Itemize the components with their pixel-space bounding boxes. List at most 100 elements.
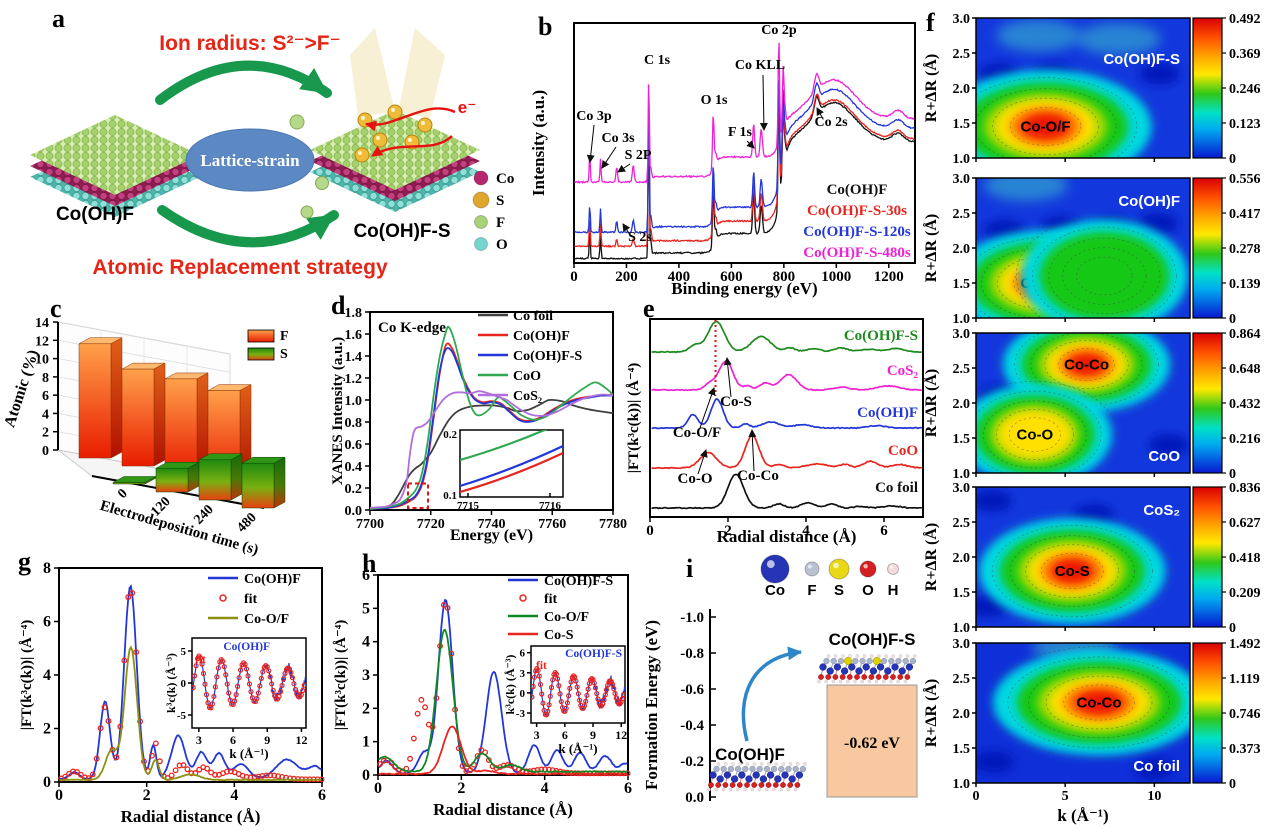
svg-text:480: 480 <box>234 510 259 535</box>
svg-text:0: 0 <box>1229 152 1236 167</box>
svg-text:14: 14 <box>35 316 49 331</box>
svg-text:Co(OH)F: Co(OH)F <box>513 329 570 344</box>
panel-g-chart: 0 2 4 6 0 2 4 6 8 Radial distance (Å) |FT(k³c(k))|… <box>19 560 326 826</box>
svg-text:3.0: 3.0 <box>953 637 971 652</box>
svg-text:4: 4 <box>802 523 810 539</box>
svg-text:0.418: 0.418 <box>1229 551 1261 566</box>
svg-text:2: 2 <box>362 700 370 717</box>
svg-text:4: 4 <box>230 787 238 804</box>
svg-text:2.0: 2.0 <box>953 707 971 722</box>
svg-text:7700: 7700 <box>356 517 384 532</box>
panel-f-label: f <box>926 8 935 37</box>
svg-text:12: 12 <box>615 728 627 742</box>
panel-i-chart: Co F S O H -1.0 -0.8 -0.6 -0.4 -0.2 0.0 Formation E… <box>642 554 918 806</box>
svg-text:2.0: 2.0 <box>953 551 971 566</box>
svg-text:0.648: 0.648 <box>1229 362 1261 377</box>
svg-text:O: O <box>862 582 874 599</box>
svg-text:3: 3 <box>196 733 202 747</box>
svg-text:k³c(k) (Å⁻³): k³c(k) (Å⁻³) <box>164 653 178 713</box>
svg-text:1.5: 1.5 <box>953 117 971 132</box>
svg-text:6: 6 <box>43 614 51 631</box>
svg-text:-0.62 eV: -0.62 eV <box>844 735 900 752</box>
svg-text:CoO: CoO <box>888 443 918 459</box>
svg-text:9: 9 <box>264 733 270 747</box>
svg-text:S: S <box>280 347 288 362</box>
svg-text:0.369: 0.369 <box>1229 47 1261 62</box>
svg-text:H: H <box>888 582 899 599</box>
svg-text:8: 8 <box>43 560 51 577</box>
svg-text:3: 3 <box>362 667 370 684</box>
svg-text:2.0: 2.0 <box>953 82 971 97</box>
svg-text:6: 6 <box>42 389 49 404</box>
svg-text:Energy (eV): Energy (eV) <box>450 527 533 544</box>
svg-text:Co-S: Co-S <box>720 394 752 410</box>
svg-text:3.0: 3.0 <box>953 481 971 496</box>
svg-text:Co foil: Co foil <box>875 480 918 496</box>
svg-text:2.0: 2.0 <box>953 242 971 257</box>
panel-d-label: d <box>331 291 346 320</box>
svg-text:10: 10 <box>35 353 49 368</box>
svg-text:0.0: 0.0 <box>685 790 704 806</box>
svg-text:Co foil: Co foil <box>1133 758 1180 775</box>
svg-text:0.246: 0.246 <box>1229 82 1261 97</box>
svg-text:Co(OH)F: Co(OH)F <box>857 405 918 421</box>
svg-text:0.627: 0.627 <box>1229 516 1261 531</box>
svg-text:Radial distance (Å): Radial distance (Å) <box>717 527 857 546</box>
svg-text:0.139: 0.139 <box>1229 277 1261 292</box>
svg-text:3.0: 3.0 <box>953 12 971 27</box>
svg-text:R+ΔR (Å): R+ΔR (Å) <box>922 523 940 591</box>
svg-text:0.209: 0.209 <box>1229 586 1261 601</box>
svg-text:0: 0 <box>362 767 370 784</box>
svg-text:Co(OH)F: Co(OH)F <box>715 745 785 764</box>
svg-text:1.5: 1.5 <box>953 432 971 447</box>
svg-text:C 1s: C 1s <box>644 53 671 68</box>
svg-text:2.5: 2.5 <box>953 516 971 531</box>
svg-text:Co-Co: Co-Co <box>1064 357 1109 374</box>
svg-text:CoS₂: CoS₂ <box>887 363 919 379</box>
svg-text:6: 6 <box>318 787 326 804</box>
svg-text:2.5: 2.5 <box>953 362 971 377</box>
svg-text:fit: fit <box>536 660 547 672</box>
svg-text:4: 4 <box>362 634 370 651</box>
svg-text:|FT(k³c(k))| (Å⁻⁴): |FT(k³c(k))| (Å⁻⁴) <box>333 620 349 731</box>
svg-text:0.2: 0.2 <box>443 429 457 441</box>
svg-text:0.492: 0.492 <box>1229 12 1261 27</box>
svg-text:1000: 1000 <box>821 269 851 285</box>
svg-text:1.8: 1.8 <box>345 306 363 321</box>
svg-text:6: 6 <box>880 523 888 539</box>
svg-text:-5: -5 <box>177 710 187 722</box>
svg-text:Co foil: Co foil <box>513 309 553 324</box>
svg-text:Co(OH)F: Co(OH)F <box>244 572 301 587</box>
panel-g-label: g <box>18 547 31 576</box>
svg-text:R+ΔR (Å): R+ΔR (Å) <box>922 679 940 747</box>
svg-text:-0.4: -0.4 <box>680 718 704 734</box>
svg-text:0: 0 <box>1229 467 1236 482</box>
svg-text:12: 12 <box>295 733 307 747</box>
svg-text:7780: 7780 <box>599 517 627 532</box>
svg-text:0: 0 <box>520 688 526 700</box>
svg-text:2: 2 <box>42 426 49 441</box>
svg-text:0.373: 0.373 <box>1229 742 1261 757</box>
svg-text:Co KLL: Co KLL <box>735 58 785 73</box>
svg-text:Co: Co <box>765 582 785 599</box>
svg-text:Lattice-strain: Lattice-strain <box>200 151 300 170</box>
svg-text:0: 0 <box>570 269 578 285</box>
svg-text:3: 3 <box>534 728 540 742</box>
panel-i-label: i <box>686 554 694 583</box>
svg-text:Co(OH)F-S-30s: Co(OH)F-S-30s <box>807 203 907 219</box>
svg-text:1.0: 1.0 <box>953 467 971 482</box>
svg-text:7720: 7720 <box>417 517 445 532</box>
svg-text:0.556: 0.556 <box>1229 172 1261 187</box>
svg-text:1.5: 1.5 <box>953 586 971 601</box>
svg-text:12: 12 <box>35 334 49 349</box>
svg-text:Co(OH)F-S: Co(OH)F-S <box>1103 51 1180 68</box>
svg-text:R+ΔR (Å): R+ΔR (Å) <box>922 214 940 282</box>
svg-text:0.2: 0.2 <box>345 482 363 497</box>
svg-text:1.0: 1.0 <box>953 777 971 792</box>
svg-text:1200: 1200 <box>874 269 904 285</box>
svg-text:Co(OH)F-S: Co(OH)F-S <box>844 328 918 344</box>
svg-text:2.0: 2.0 <box>953 397 971 412</box>
svg-text:Co(OH)F-S: Co(OH)F-S <box>544 574 613 589</box>
